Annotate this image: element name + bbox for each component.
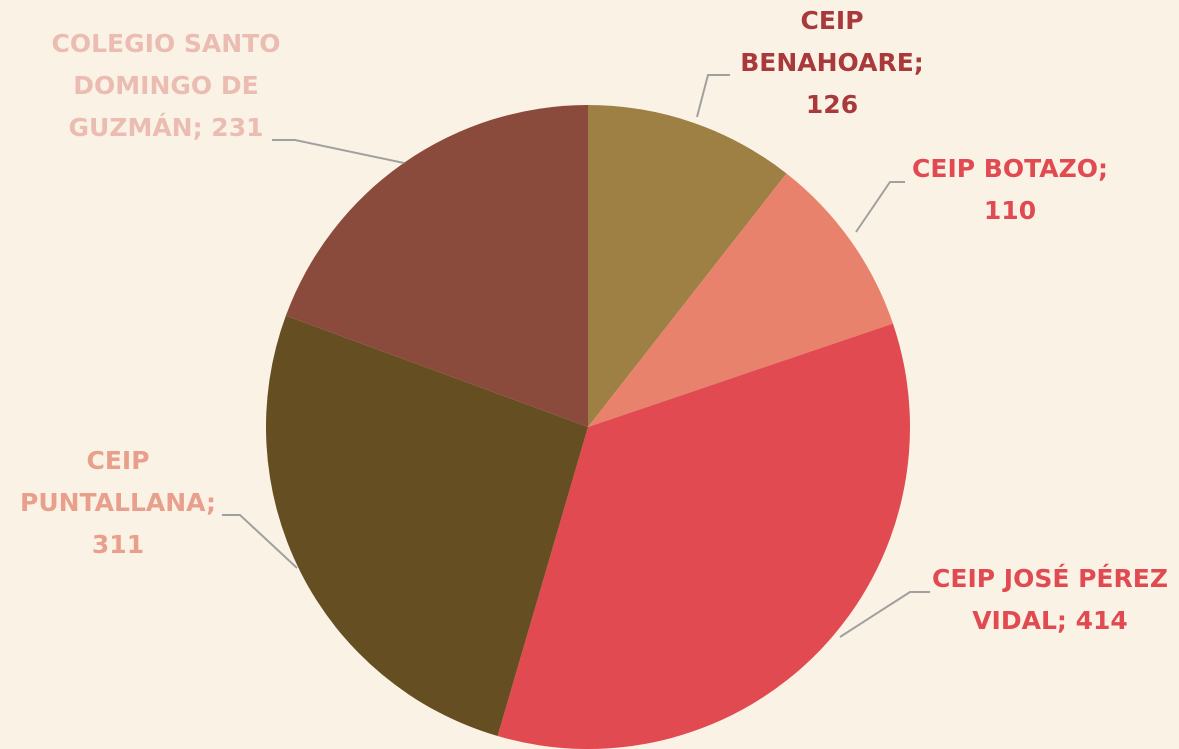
data-label-line: CEIP JOSÉ PÉREZ (932, 564, 1168, 593)
data-label: COLEGIO SANTO DOMINGO DE GUZMÁN; 231 (52, 29, 281, 142)
data-label: CEIP BOTAZO; 110 (912, 154, 1108, 225)
data-label-line: CEIP BOTAZO; (912, 154, 1108, 183)
pie-slice (588, 105, 787, 427)
data-label-line: BENAHOARE; (740, 48, 924, 77)
pie-slice (588, 173, 893, 427)
data-label-line: 110 (984, 196, 1036, 225)
leader-line (222, 514, 298, 569)
leader-line (839, 591, 930, 638)
data-label-line: CEIP (800, 6, 863, 35)
data-label: CEIP JOSÉ PÉREZ VIDAL; 414 (932, 564, 1168, 635)
data-label-line: VIDAL; 414 (972, 606, 1128, 635)
leader-line (855, 181, 905, 233)
pie-slice (265, 315, 588, 737)
leader-line (696, 74, 730, 118)
data-label-line: COLEGIO SANTO (52, 29, 281, 58)
data-label: CEIP BENAHOARE; 126 (740, 6, 924, 119)
leader-lines (222, 74, 930, 638)
data-label-line: 126 (806, 90, 858, 119)
pie-slice (497, 323, 910, 749)
data-label-line: PUNTALLANA; (20, 488, 216, 517)
data-label-line: GUZMÁN; 231 (69, 113, 264, 142)
data-label-line: CEIP (86, 446, 149, 475)
data-label: CEIP PUNTALLANA; 311 (20, 446, 216, 559)
data-label-line: DOMINGO DE (73, 71, 258, 100)
pie-slice (285, 105, 588, 427)
data-label-line: 311 (92, 530, 144, 559)
leader-line (272, 139, 405, 164)
